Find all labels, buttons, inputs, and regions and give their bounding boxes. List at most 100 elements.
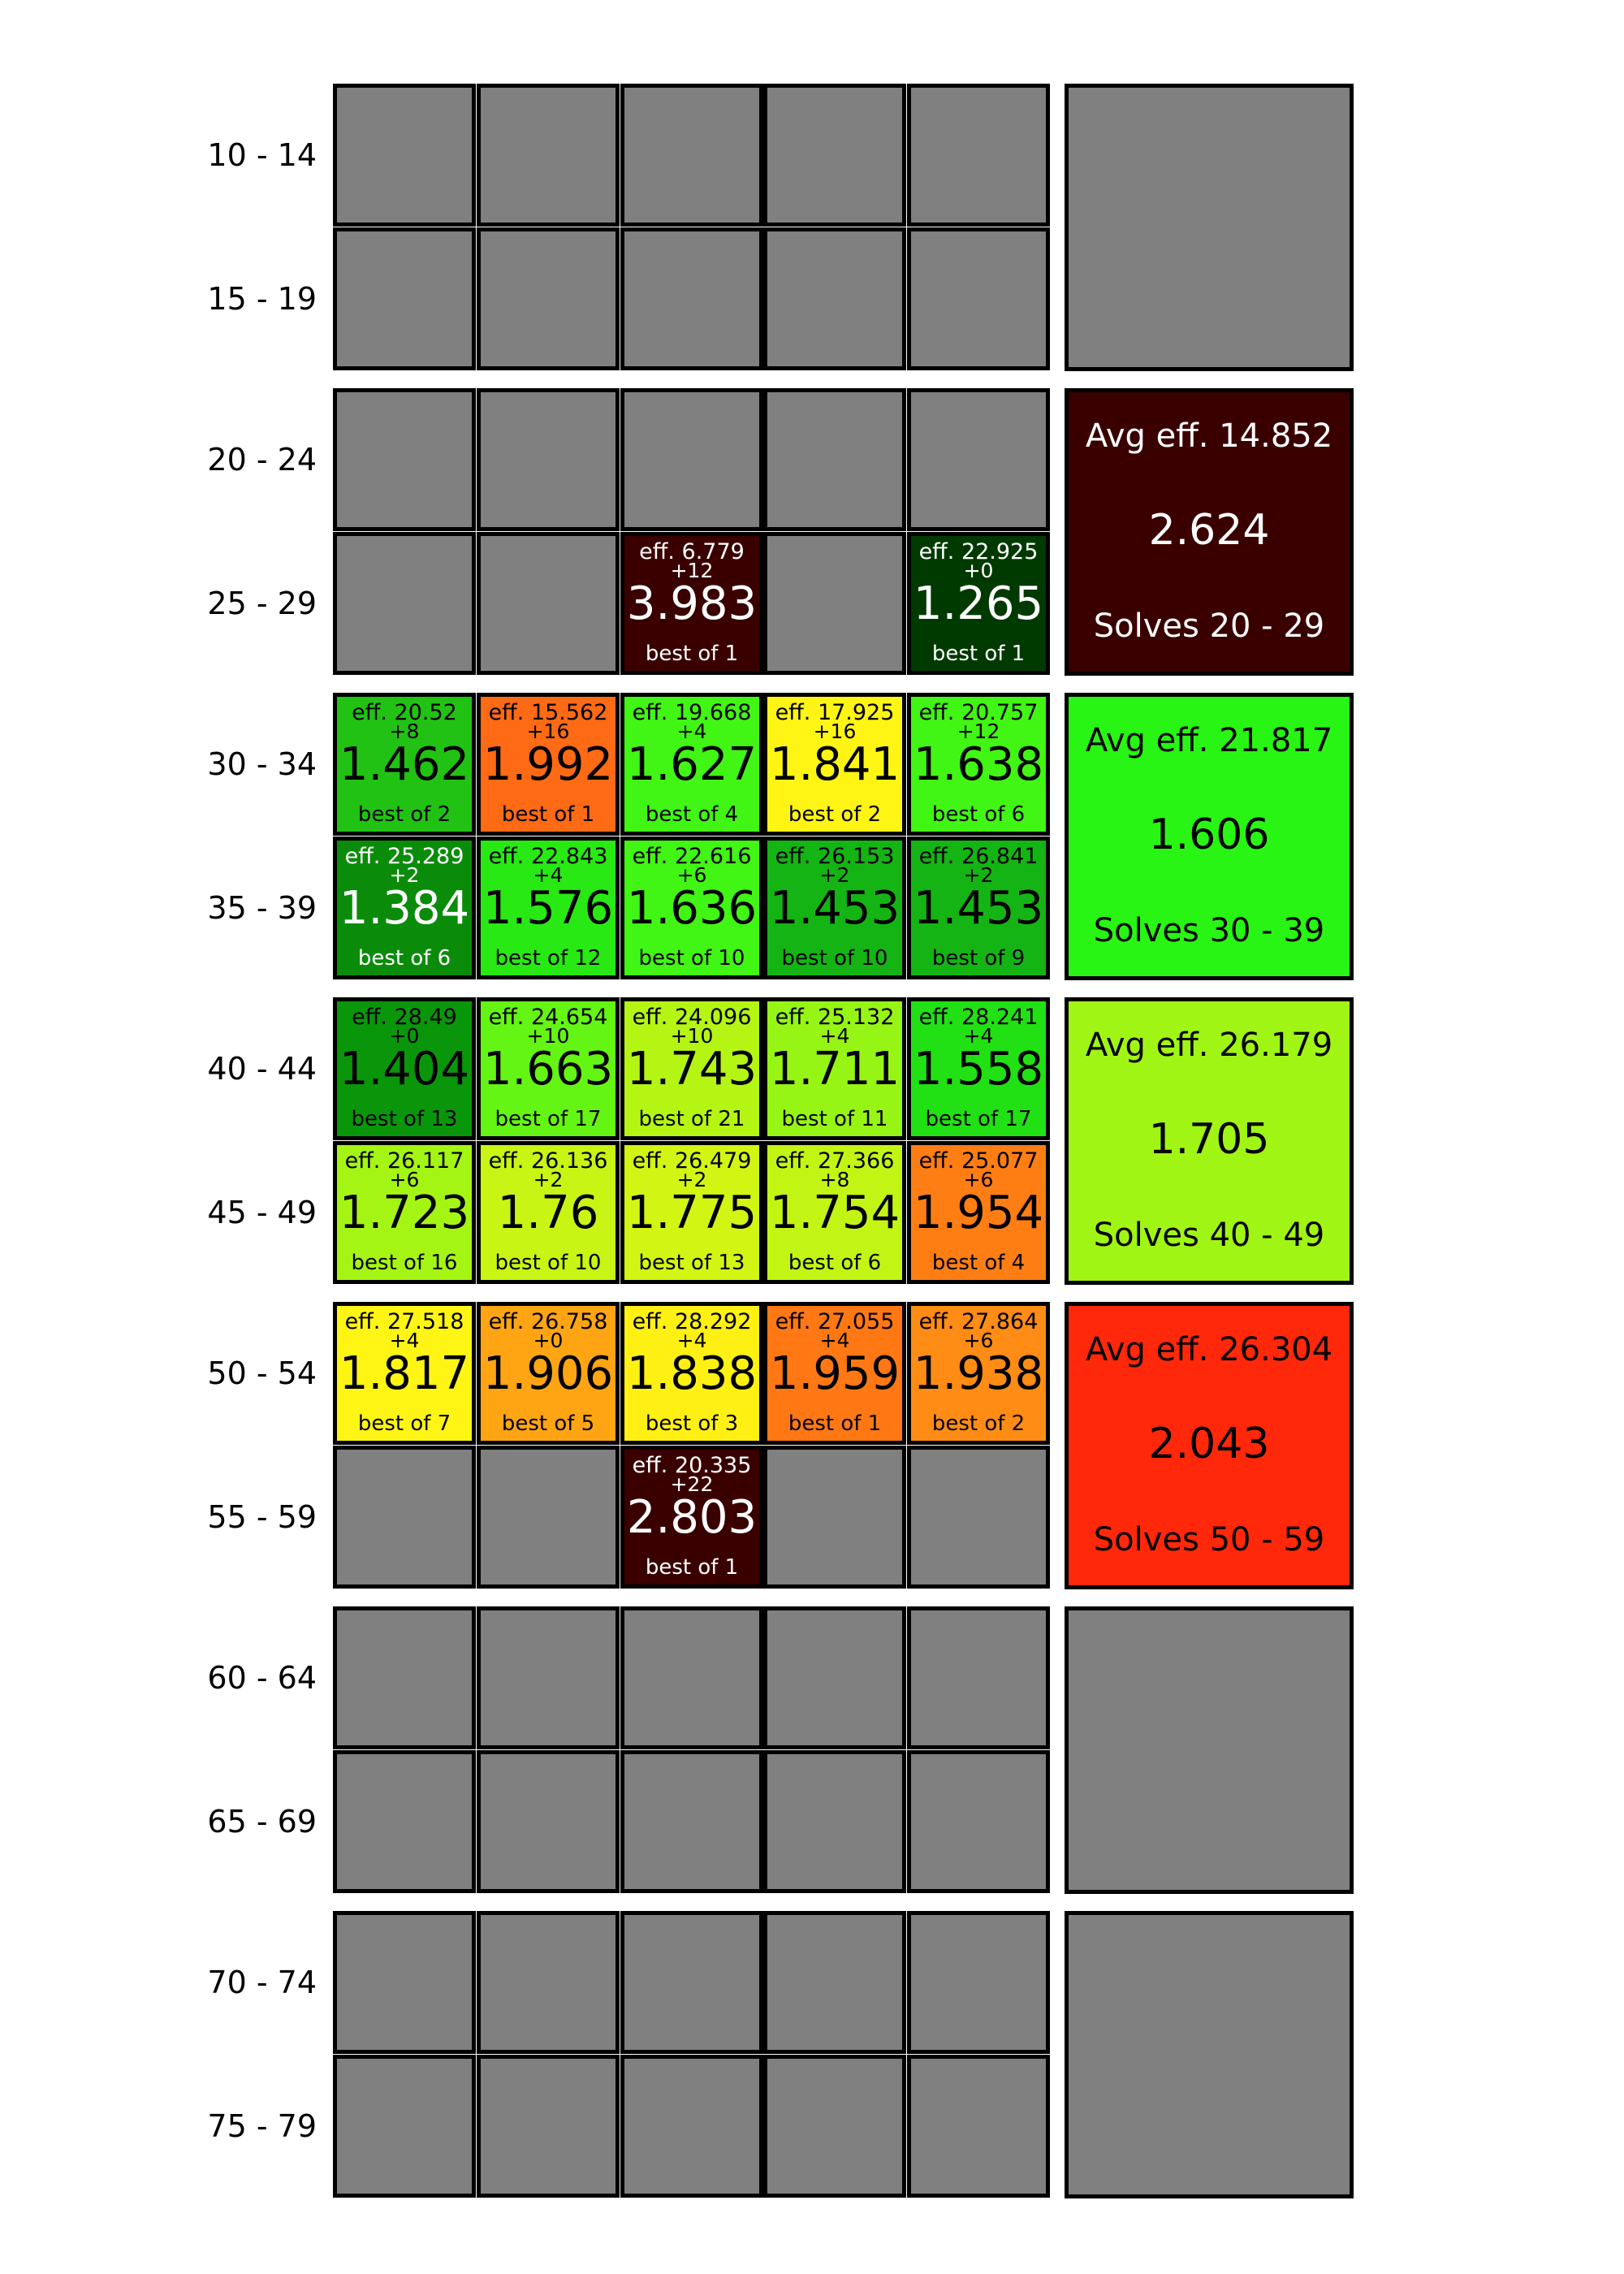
empty-cell [477,388,620,531]
solve-cell: eff. 26.479 +2 1.775 best of 13 [620,1141,763,1284]
cell-plus: +16 [526,720,570,743]
cell-best-of: best of 6 [357,946,451,971]
cell-value: 1.743 [626,1043,758,1096]
cell-best-of: best of 21 [638,1107,745,1131]
cell-plus: +6 [963,1168,994,1191]
summary-box: Avg eff. 26.304 2.043 Solves 50 - 59 [1065,1302,1354,1589]
solve-cell: eff. 28.241 +4 1.558 best of 17 [907,997,1050,1140]
cell-plus: +22 [670,1472,714,1496]
cell-best-of: best of 2 [788,802,882,827]
cell-best-of: best of 3 [645,1412,739,1436]
empty-cell [477,532,620,675]
cell-best-of: best of 16 [351,1251,458,1275]
empty-cell [333,388,476,531]
cell-plus: +8 [819,1168,850,1191]
cell-best-of: best of 12 [495,946,602,971]
cell-value: 1.841 [769,738,901,791]
cell-value: 1.906 [482,1347,614,1400]
cell-efficiency: eff. 27.366 [775,1148,895,1174]
solve-cell: eff. 20.52 +8 1.462 best of 2 [333,693,476,836]
summary-solves-range: Solves 30 - 39 [1093,912,1325,949]
summary-value: 2.043 [1148,1420,1270,1468]
cell-value: 1.558 [913,1043,1044,1096]
solve-cell: eff. 24.096 +10 1.743 best of 21 [620,997,763,1140]
cell-plus: +0 [963,559,994,582]
cell-value: 1.954 [913,1187,1044,1239]
cell-best-of: best of 5 [501,1412,595,1436]
empty-cell [763,2055,906,2198]
cell-efficiency: eff. 28.241 [918,1005,1039,1030]
cell-value: 1.754 [769,1187,901,1239]
solve-cell: eff. 24.654 +10 1.663 best of 17 [477,997,620,1140]
cell-plus: +2 [389,863,420,887]
row-range-label: 45 - 49 [207,1195,317,1230]
cell-plus: +4 [676,1329,707,1352]
cell-efficiency: eff. 20.335 [632,1453,752,1478]
empty-cell [620,388,763,531]
empty-cell [763,1750,906,1893]
cell-efficiency: eff. 22.925 [918,539,1039,564]
cell-plus: +4 [533,863,564,887]
cell-efficiency: eff. 27.055 [775,1309,895,1334]
solve-cell: eff. 22.925 +0 1.265 best of 1 [907,532,1050,675]
solve-cell: eff. 27.518 +4 1.817 best of 7 [333,1302,476,1445]
empty-cell [477,1446,620,1589]
cell-best-of: best of 10 [495,1251,602,1275]
cell-value: 1.711 [769,1043,901,1096]
cell-efficiency: eff. 27.518 [344,1309,464,1334]
solve-cell: eff. 26.136 +2 1.76 best of 10 [477,1141,620,1284]
cell-plus: +0 [389,1024,420,1048]
cell-value: 1.817 [339,1347,470,1400]
row-range-label: 55 - 59 [207,1499,317,1535]
empty-cell [763,388,906,531]
solve-cell: eff. 25.289 +2 1.384 best of 6 [333,837,476,979]
cell-best-of: best of 1 [501,802,595,827]
cell-value: 1.723 [339,1187,470,1239]
cell-efficiency: eff. 6.779 [639,539,745,564]
cell-efficiency: eff. 19.668 [632,700,752,725]
cell-plus: +12 [670,559,714,582]
summary-solves-range: Solves 20 - 29 [1093,607,1325,645]
row-range-label: 20 - 24 [207,442,317,478]
row-range-label: 30 - 34 [207,746,317,782]
row-range-label: 50 - 54 [207,1355,317,1391]
cell-value: 1.576 [482,882,614,935]
summary-avg-eff: Avg eff. 14.852 [1085,417,1333,455]
row-range-label: 75 - 79 [207,2108,317,2144]
cell-efficiency: eff. 25.289 [344,844,464,869]
empty-cell [477,84,620,227]
cell-best-of: best of 2 [931,1412,1026,1436]
cell-plus: +2 [963,863,994,887]
cell-value: 1.453 [769,882,901,935]
row-range-label: 40 - 44 [207,1051,317,1087]
empty-summary-box [1065,1606,1354,1894]
row-range-label: 15 - 19 [207,281,317,317]
solve-cell: eff. 28.292 +4 1.838 best of 3 [620,1302,763,1445]
cell-plus: +2 [533,1168,564,1191]
solve-cell: eff. 19.668 +4 1.627 best of 4 [620,693,763,836]
cell-value: 1.76 [497,1187,599,1239]
cell-efficiency: eff. 26.153 [775,844,895,869]
empty-cell [620,1911,763,2054]
row-range-label: 65 - 69 [207,1804,317,1840]
row-range-label: 70 - 74 [207,1965,317,2000]
empty-cell [907,1606,1050,1749]
cell-efficiency: eff. 26.758 [488,1309,608,1334]
cell-value: 1.453 [913,882,1044,935]
summary-avg-eff: Avg eff. 26.304 [1085,1331,1333,1368]
solve-cell: eff. 6.779 +12 3.983 best of 1 [620,532,763,675]
cell-efficiency: eff. 26.136 [488,1148,608,1174]
summary-value: 1.705 [1148,1115,1270,1164]
summary-value: 1.606 [1148,811,1270,859]
cell-value: 1.992 [482,738,614,791]
cell-plus: +0 [533,1329,564,1352]
cell-efficiency: eff. 26.117 [344,1148,464,1174]
cell-plus: +16 [813,720,857,743]
summary-box: Avg eff. 21.817 1.606 Solves 30 - 39 [1065,693,1354,980]
cell-plus: +10 [670,1024,714,1048]
empty-cell [907,1911,1050,2054]
empty-cell [763,532,906,675]
cell-value: 2.803 [626,1491,758,1544]
cell-value: 1.462 [339,738,470,791]
empty-cell [763,1911,906,2054]
